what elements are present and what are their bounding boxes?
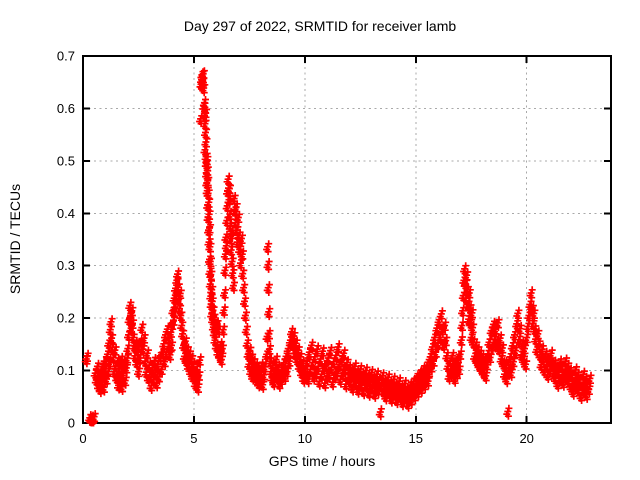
y-axis-label: SRMTID / TECUs [7, 184, 23, 294]
y-tick-label: 0.2 [57, 311, 75, 326]
axis-ticks [82, 55, 611, 424]
x-tick-label: 20 [519, 431, 533, 446]
x-tick-label: 10 [298, 431, 312, 446]
y-tick-label: 0 [68, 416, 75, 431]
x-tick-label: 5 [190, 431, 197, 446]
srmtid-scatter-markers [81, 67, 595, 427]
y-tick-label: 0.5 [57, 153, 75, 168]
y-tick-label: 0.7 [57, 49, 75, 64]
plot-border [82, 55, 612, 424]
border-box [82, 55, 612, 424]
y-tick-label: 0.3 [57, 258, 75, 273]
x-tick-label: 15 [409, 431, 423, 446]
axis-tick-labels: 0 5 10 15 20 0 0.1 0.2 0.3 0.4 0.5 0.6 0.7 [57, 49, 534, 447]
chart-title: Day 297 of 2022, SRMTID for receiver lam… [184, 18, 457, 34]
data-points [81, 67, 595, 427]
x-tick-label: 0 [79, 431, 86, 446]
x-axis-label: GPS time / hours [269, 453, 376, 469]
y-tick-label: 0.4 [57, 206, 75, 221]
y-tick-label: 0.6 [57, 101, 75, 116]
y-tick-label: 0.1 [57, 363, 75, 378]
grid-lines [83, 56, 611, 423]
